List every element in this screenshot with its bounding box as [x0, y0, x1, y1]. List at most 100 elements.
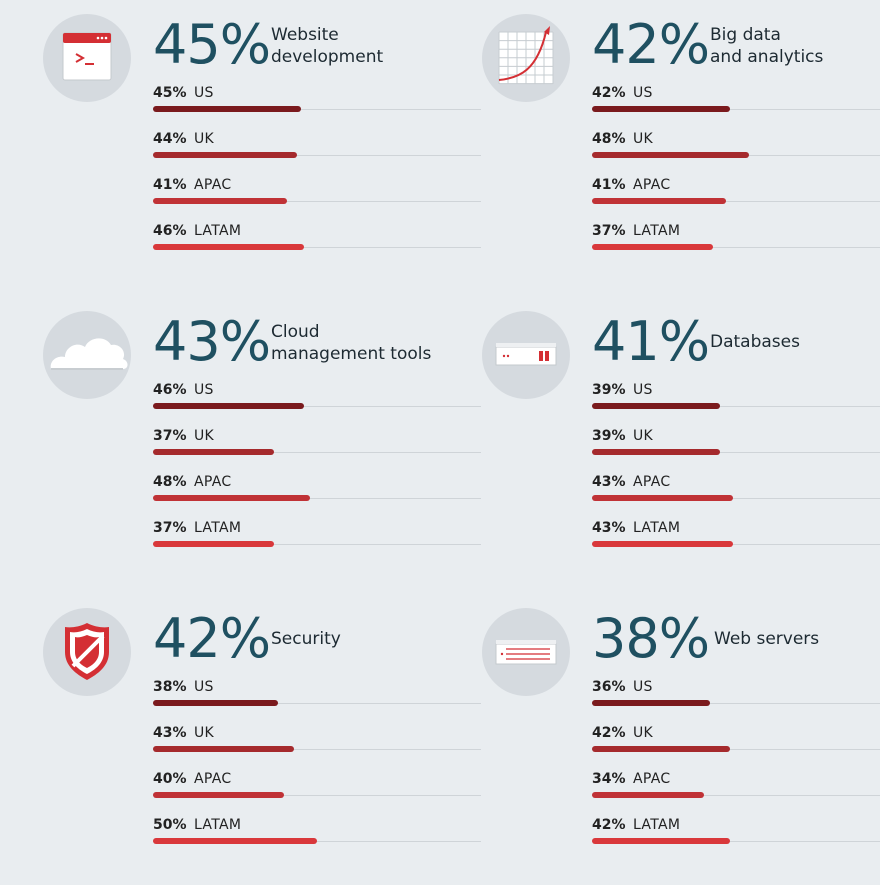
- bar-track: [592, 201, 880, 202]
- category-total: 42%: [153, 607, 271, 670]
- region-row-apac: 34% APAC: [592, 770, 880, 816]
- bar-latam: [592, 541, 733, 547]
- category-label: Website development: [271, 24, 383, 68]
- bar-us: [153, 106, 301, 112]
- category-label-line: Website: [271, 25, 339, 45]
- bar-uk: [592, 746, 730, 752]
- bar-us: [592, 106, 730, 112]
- region-name: UK: [633, 725, 654, 741]
- region-row-uk: 44% UK: [153, 130, 481, 176]
- region-name: APAC: [633, 474, 671, 490]
- region-row-latam: 37% LATAM: [592, 222, 880, 268]
- region-row-uk: 39% UK: [592, 427, 880, 473]
- region-row-apac: 40% APAC: [153, 770, 481, 816]
- bar-track: [153, 544, 481, 545]
- bar-track: [153, 841, 481, 842]
- region-value-label: 43%: [592, 474, 626, 490]
- region-row-us: 45% US: [153, 84, 481, 130]
- category-label: Big data and analytics: [710, 24, 823, 68]
- bar-latam: [153, 541, 274, 547]
- region-name: APAC: [194, 771, 232, 787]
- panel-1: 42% Big data and analytics 42% US 48% UK 41% APA…: [439, 0, 880, 290]
- region-row-uk: 42% UK: [592, 724, 880, 770]
- region-value-label: 42%: [592, 725, 626, 741]
- bar-apac: [153, 792, 284, 798]
- region-value-label: 36%: [592, 679, 626, 695]
- bar-latam: [592, 244, 713, 250]
- region-value-label: 34%: [592, 771, 626, 787]
- category-label-line: Cloud: [271, 322, 320, 342]
- panel-3: 41% Databases 39% US 39% UK 43% APAC 43% LATAM: [439, 297, 880, 587]
- region-value-label: 44%: [153, 131, 187, 147]
- category-label-line: management tools: [271, 344, 432, 364]
- bar-track: [592, 452, 880, 453]
- region-row-latam: 46% LATAM: [153, 222, 481, 268]
- region-name: APAC: [194, 474, 232, 490]
- category-total: 45%: [153, 13, 271, 76]
- region-name: LATAM: [633, 520, 681, 536]
- region-name: UK: [194, 725, 215, 741]
- region-name: US: [633, 679, 653, 695]
- bar-track: [592, 749, 880, 750]
- bar-latam: [153, 838, 317, 844]
- region-name: US: [633, 382, 653, 398]
- panel-5: 38% Web servers 36% US 42% UK 34% APAC 42% LATAM: [439, 594, 880, 884]
- region-row-latam: 50% LATAM: [153, 816, 481, 862]
- bar-us: [592, 403, 720, 409]
- category-total: 38%: [592, 607, 710, 670]
- region-name: UK: [194, 131, 215, 147]
- region-name: APAC: [194, 177, 232, 193]
- bar-track: [153, 247, 481, 248]
- panel-2: 43% Cloud management tools 46% US 37% UK 48% APA…: [0, 297, 481, 587]
- region-value-label: 39%: [592, 382, 626, 398]
- region-value-label: 43%: [592, 520, 626, 536]
- bar-track: [592, 247, 880, 248]
- category-label-line: Databases: [710, 332, 800, 352]
- category-total: 43%: [153, 310, 271, 373]
- region-name: LATAM: [194, 817, 242, 833]
- region-name: US: [194, 382, 214, 398]
- region-row-latam: 37% LATAM: [153, 519, 481, 565]
- bar-uk: [592, 449, 720, 455]
- growth-chart-icon: [482, 14, 570, 102]
- bar-track: [153, 201, 481, 202]
- region-value-label: 42%: [592, 817, 626, 833]
- region-name: US: [194, 679, 214, 695]
- region-row-apac: 41% APAC: [592, 176, 880, 222]
- region-value-label: 41%: [592, 177, 626, 193]
- bar-us: [153, 403, 304, 409]
- terminal-window-icon: [43, 14, 131, 102]
- region-row-uk: 37% UK: [153, 427, 481, 473]
- bar-track: [153, 749, 481, 750]
- bar-uk: [153, 449, 274, 455]
- region-value-label: 45%: [153, 85, 187, 101]
- bar-track: [153, 109, 481, 110]
- bar-track: [153, 155, 481, 156]
- category-label-line: Security: [271, 629, 341, 649]
- bar-apac: [592, 198, 726, 204]
- bar-track: [153, 406, 481, 407]
- region-row-latam: 42% LATAM: [592, 816, 880, 862]
- region-name: US: [194, 85, 214, 101]
- bar-us: [153, 700, 278, 706]
- bar-track: [153, 795, 481, 796]
- bar-us: [592, 700, 710, 706]
- region-value-label: 48%: [153, 474, 187, 490]
- category-label-line: development: [271, 47, 384, 67]
- bar-track: [153, 452, 481, 453]
- bar-track: [153, 703, 481, 704]
- bar-uk: [153, 746, 294, 752]
- region-row-apac: 43% APAC: [592, 473, 880, 519]
- region-value-label: 38%: [153, 679, 187, 695]
- cloud-icon: [43, 311, 131, 399]
- bar-track: [153, 498, 481, 499]
- region-row-us: 39% US: [592, 381, 880, 427]
- category-total: 41%: [592, 310, 710, 373]
- bar-track: [592, 703, 880, 704]
- bar-apac: [592, 495, 733, 501]
- region-value-label: 42%: [592, 85, 626, 101]
- region-value-label: 50%: [153, 817, 187, 833]
- bar-latam: [153, 244, 304, 250]
- region-row-us: 36% US: [592, 678, 880, 724]
- region-row-us: 38% US: [153, 678, 481, 724]
